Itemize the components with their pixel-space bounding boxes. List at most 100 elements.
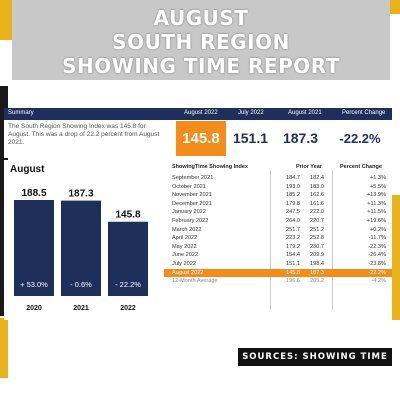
table-divider-2: [332, 170, 333, 310]
table-cell-percent-change: +5.5%: [369, 183, 386, 190]
x-tick-label-2021: 2021: [73, 305, 89, 312]
table-cell-percent-change: -22.3%: [368, 243, 386, 250]
table-cell-month: May 2022: [172, 243, 197, 250]
table-cell-percent-change: -4.2%: [371, 278, 386, 285]
table-row: April 2022 223.2 252.8 -11.7%: [164, 234, 392, 243]
gold-accent-right: [392, 195, 400, 320]
gold-accent-top-left: [0, 0, 12, 40]
table-row: September 2021 184.7 182.4 +1.3%: [164, 174, 392, 183]
bar-chart-title: August: [10, 164, 45, 175]
summary-header-label: Summary: [8, 110, 34, 116]
table-cell-month: December 2021: [172, 200, 212, 207]
table-cell-prior-year: 209.9: [310, 252, 324, 259]
table-row: July 2022 151.1 198.4 -23.8%: [164, 260, 392, 269]
bar-change-label-2021: - 0.6%: [70, 280, 92, 289]
source-label: SOURCES: SHOWING TIME: [238, 348, 392, 366]
table-row: December 2021 179.8 161.6 +11.3%: [164, 200, 392, 209]
table-cell-percent-change: -23.8%: [368, 261, 386, 267]
summary-value-jul-2022: 151.1: [232, 130, 269, 146]
table-header-prior-year: Prior Year: [296, 164, 322, 170]
table-cell-prior-year: 198.4: [310, 261, 324, 267]
table-cell-percent-change: +11.3%: [367, 200, 386, 207]
table-row: October 2021 193.0 183.0 +5.5%: [164, 183, 392, 192]
summary-header-aug-2021: August 2021: [288, 110, 322, 116]
table-cell-month: March 2022: [172, 226, 202, 233]
bar-2020: [14, 200, 54, 296]
table-row: June 2022 154.4 209.9 -26.4%: [164, 251, 392, 260]
table-header-percent-change: Percent Change: [340, 164, 382, 170]
table-cell-percent-change: +13.9%: [366, 192, 386, 199]
bar-chart-panel: August 188.5 + 53.0% 2020 187.3 - 0.6% 2021 14…: [4, 160, 162, 320]
table-cell-month: July 2022: [172, 261, 196, 267]
table-cell-month: June 2022: [172, 252, 199, 259]
bar-chart-svg: 188.5 + 53.0% 2020 187.3 - 0.6% 2021 145.8 - 22…: [14, 188, 148, 312]
bar-2021: [61, 200, 101, 296]
table-cell-prior-year: 252.8: [310, 235, 324, 242]
table-row: February 2022 264.0 220.7 +19.6%: [164, 217, 392, 226]
table-cell-month: August 2022: [172, 269, 204, 276]
bar-value-label-2021: 187.3: [68, 189, 93, 200]
table-cell-index: 154.4: [286, 252, 300, 259]
table-cell-prior-year: 220.7: [310, 218, 324, 224]
title-line-1: AUGUST: [153, 6, 249, 30]
title-line-2: SOUTH REGION: [112, 30, 290, 54]
table-cell-index: 184.7: [286, 175, 300, 181]
table-average-row: 12-Month Average 196.6 205.2 -4.2%: [164, 277, 392, 286]
gold-accent-bottom-left: [0, 318, 8, 378]
showing-index-table: ShowingTime Showing Index Prior Year Per…: [164, 160, 392, 320]
table-cell-index: 179.2: [286, 243, 300, 250]
table-cell-index: 151.1: [286, 261, 300, 267]
table-cell-prior-year: 187.3: [310, 269, 324, 276]
table-row: August 2022 145.8 187.3 -22.2%: [164, 268, 392, 278]
table-cell-index: 247.5: [286, 209, 300, 216]
table-row: November 2021 185.2 162.6 +13.9%: [164, 191, 392, 200]
table-cell-prior-year: 182.4: [310, 175, 324, 181]
table-cell-prior-year: 162.6: [310, 192, 324, 199]
table-cell-index: 264.0: [286, 218, 300, 224]
table-cell-percent-change: +1.3%: [369, 175, 386, 181]
table-row: May 2022 179.2 230.7 -22.3%: [164, 243, 392, 252]
table-cell-month: October 2021: [172, 183, 206, 190]
table-cell-prior-year: 230.7: [310, 243, 324, 250]
table-cell-month: 12-Month Average: [172, 278, 218, 285]
summary-header-aug-2022: August 2022: [184, 110, 218, 116]
table-cell-index: 251.7: [286, 226, 300, 233]
table-cell-percent-change: -11.7%: [368, 235, 386, 242]
table-cell-percent-change: -22.2%: [368, 269, 386, 276]
table-row: January 2022 247.5 222.0 +11.5%: [164, 208, 392, 217]
table-cell-percent-change: +0.2%: [369, 226, 386, 233]
table-cell-month: April 2022: [172, 235, 198, 242]
table-cell-percent-change: +19.6%: [366, 218, 386, 224]
table-cell-index: 193.0: [286, 183, 300, 190]
table-cell-prior-year: 183.0: [310, 183, 324, 190]
table-cell-index: 196.6: [286, 278, 300, 285]
summary-text: The South Region Showing Index was 145.8…: [8, 123, 160, 146]
table-header-index: ShowingTime Showing Index: [172, 164, 248, 170]
table-row: March 2022 251.7 251.2 +0.2%: [164, 226, 392, 235]
table-cell-month: January 2022: [172, 209, 206, 216]
summary-header-percent-change: Percent Change: [342, 110, 386, 116]
table-divider-1: [270, 170, 271, 310]
bar-change-label-2020: + 53.0%: [20, 280, 48, 289]
summary-value-percent-change: -22.2%: [339, 131, 381, 146]
table-cell-month: November 2021: [172, 192, 212, 199]
summary-panel: Summary August 2022 July 2022 August 202…: [4, 108, 392, 158]
table-cell-prior-year: 205.2: [310, 278, 324, 285]
x-tick-label-2020: 2020: [26, 305, 42, 312]
bar-value-label-2022: 145.8: [115, 210, 140, 221]
summary-value-aug-2021: 187.3: [282, 130, 319, 146]
table-cell-index: 223.2: [286, 235, 300, 242]
table-cell-month: February 2022: [172, 218, 209, 224]
bar-change-label-2022: - 22.2%: [115, 280, 141, 289]
table-cell-prior-year: 161.6: [310, 200, 324, 207]
table-cell-percent-change: -26.4%: [368, 252, 386, 259]
table-cell-prior-year: 251.2: [310, 226, 324, 233]
title-line-3: SHOWING TIME REPORT: [62, 54, 340, 78]
table-cell-index: 179.8: [286, 200, 300, 207]
table-cell-prior-year: 222.0: [310, 209, 324, 216]
table-cell-index: 145.8: [286, 269, 300, 276]
table-cell-index: 185.2: [286, 192, 300, 199]
summary-value-aug-2022: 145.8: [176, 121, 226, 156]
gold-accent-top-right: [390, 0, 400, 14]
table-cell-percent-change: +11.5%: [367, 209, 386, 216]
